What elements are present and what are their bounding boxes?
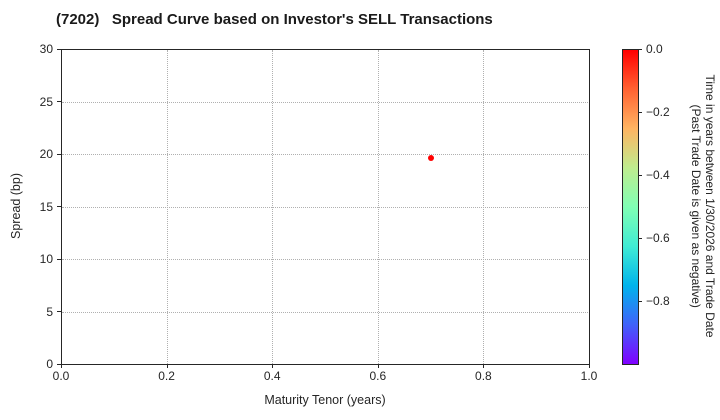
colorbar-tick-mark bbox=[638, 237, 642, 239]
gridline-horizontal bbox=[62, 259, 588, 260]
x-tick-label: 0.2 bbox=[158, 369, 175, 383]
chart-title: (7202) Spread Curve based on Investor's … bbox=[56, 11, 493, 28]
gridline-horizontal bbox=[62, 154, 588, 155]
y-tick-mark bbox=[57, 363, 61, 365]
y-tick-label: 30 bbox=[39, 42, 53, 56]
colorbar-tick-mark bbox=[638, 300, 642, 302]
x-tick-mark bbox=[166, 364, 168, 368]
y-tick-label: 20 bbox=[39, 147, 53, 161]
y-axis-label: Spread (bp) bbox=[9, 172, 23, 240]
x-tick-mark bbox=[272, 364, 274, 368]
colorbar-tick-label: −0.4 bbox=[646, 168, 670, 182]
colorbar-tick-mark bbox=[638, 48, 642, 50]
colorbar-tick-label: −0.8 bbox=[646, 294, 670, 308]
x-tick-mark bbox=[61, 364, 62, 368]
y-tick-label: 0 bbox=[46, 357, 53, 371]
x-tick-mark bbox=[589, 364, 590, 368]
y-tick-mark bbox=[57, 311, 61, 312]
y-tick-label: 10 bbox=[39, 252, 53, 266]
y-tick-mark bbox=[57, 48, 61, 50]
x-tick-label: 0.4 bbox=[263, 369, 281, 383]
x-tick-label: 1.0 bbox=[580, 369, 598, 383]
colorbar-label-line2: (Past Trade Date is given as negative) bbox=[689, 104, 703, 308]
colorbar-tick-label: 0.0 bbox=[646, 42, 663, 56]
gridline-horizontal bbox=[62, 206, 588, 208]
x-tick-label: 0.8 bbox=[475, 369, 492, 383]
data-point bbox=[427, 155, 434, 162]
x-tick-mark bbox=[483, 364, 485, 368]
gridline-horizontal bbox=[62, 311, 588, 313]
y-tick-label: 5 bbox=[46, 304, 53, 319]
y-tick-mark bbox=[57, 258, 61, 260]
colorbar-tick-mark bbox=[638, 111, 642, 113]
colorbar-tick-label: −0.2 bbox=[646, 105, 670, 119]
x-tick-mark bbox=[377, 364, 379, 368]
y-tick-mark bbox=[57, 206, 61, 207]
y-tick-mark bbox=[57, 101, 61, 102]
y-tick-mark bbox=[57, 153, 61, 155]
y-tick-label: 25 bbox=[39, 94, 53, 109]
colorbar bbox=[622, 49, 639, 365]
x-tick-label: 0.6 bbox=[369, 369, 387, 383]
x-tick-label: 0.0 bbox=[52, 369, 70, 383]
colorbar-label: Time in years between 1/30/2026 and Trad… bbox=[689, 74, 717, 337]
plot-area bbox=[61, 49, 590, 365]
y-tick-label: 15 bbox=[39, 199, 53, 214]
colorbar-label-line1: Time in years between 1/30/2026 and Trad… bbox=[703, 74, 717, 338]
x-axis-label: Maturity Tenor (years) bbox=[264, 393, 386, 407]
colorbar-tick-label: −0.6 bbox=[646, 231, 670, 245]
gridline-horizontal bbox=[62, 101, 588, 103]
colorbar-tick-mark bbox=[638, 174, 642, 176]
